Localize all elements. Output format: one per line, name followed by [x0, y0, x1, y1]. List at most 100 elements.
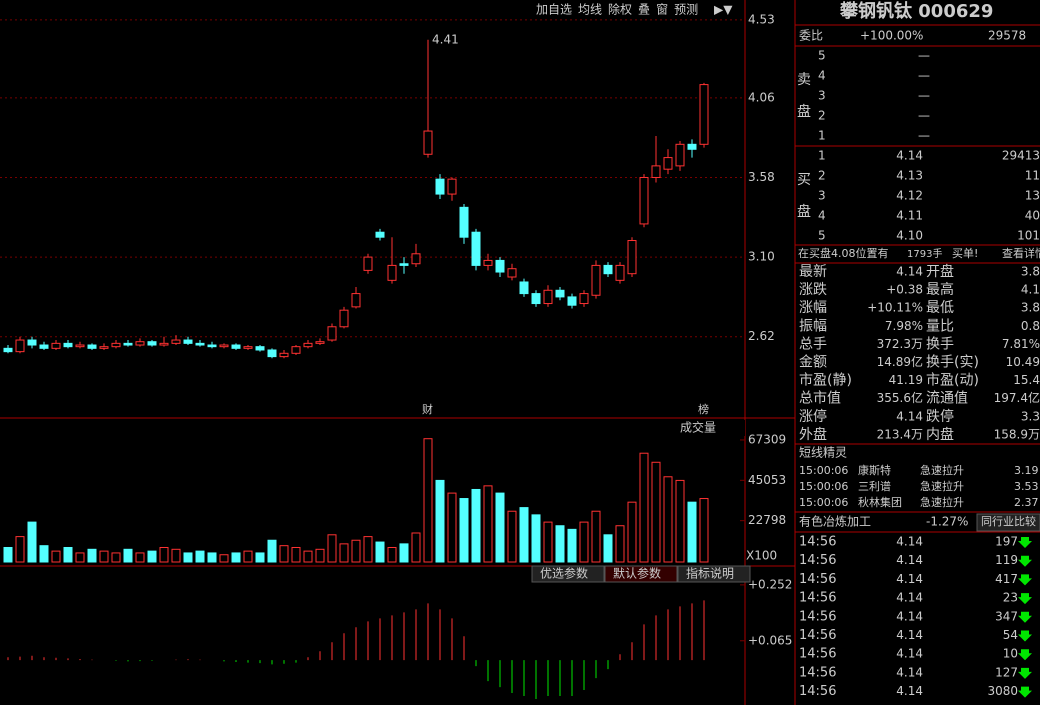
- stat-value: 0.8: [1021, 319, 1040, 333]
- candle-body: [639, 176, 649, 225]
- toolbar-button[interactable]: 预测: [674, 3, 698, 17]
- candle-body: [123, 342, 133, 346]
- stat-label: 总手: [799, 336, 827, 352]
- marker: 榜: [698, 402, 709, 416]
- volume-bar: [231, 552, 241, 563]
- candle-body: [447, 178, 457, 195]
- candle-body: [483, 259, 493, 266]
- volume-bar: [267, 539, 277, 563]
- stat-value: 3.8: [1021, 265, 1040, 279]
- button-bg[interactable]: [976, 513, 1040, 532]
- volume-bar: [435, 479, 445, 563]
- price: 4.12: [896, 189, 923, 203]
- stat-value: 7.98%: [885, 319, 923, 333]
- panel-label-bg: [650, 420, 745, 436]
- menu-arrow[interactable]: ▶▼: [714, 3, 733, 17]
- volume-bar: [411, 532, 421, 563]
- volume-bar: [303, 550, 313, 563]
- candle-body: [159, 342, 169, 346]
- stat-label: 跌停: [926, 408, 954, 425]
- stat-label: 内盘: [926, 426, 954, 443]
- volume-bar: [531, 514, 541, 563]
- price: —: [918, 129, 930, 143]
- volume-bar: [255, 552, 265, 563]
- candle-body: [339, 309, 349, 328]
- volume-bar: [339, 543, 349, 563]
- candle-body: [495, 259, 505, 273]
- candle-body: [531, 293, 541, 305]
- button[interactable]: 指标说明: [686, 566, 734, 581]
- alert-time: 15:00:06: [799, 464, 848, 477]
- stat-value: 213.4万: [877, 427, 923, 441]
- down-arrow: [1018, 537, 1032, 548]
- button[interactable]: 同行业比较: [981, 514, 1036, 528]
- side-label: 买: [797, 172, 811, 188]
- stat-label: 流通值: [926, 391, 968, 407]
- volume-bar: [387, 546, 397, 563]
- toolbar-button[interactable]: 叠: [638, 3, 650, 17]
- tick-time: 14:56: [799, 609, 836, 624]
- toolbar-button[interactable]: 加自选: [536, 3, 572, 17]
- unit-label: X100: [746, 549, 777, 563]
- candle-body: [627, 240, 637, 275]
- value: 29578: [988, 29, 1026, 43]
- toolbar-button[interactable]: 窗: [656, 3, 668, 17]
- down-arrow: [1018, 611, 1032, 623]
- volume-bar: [627, 501, 637, 563]
- alert-stock[interactable]: 秋林集团: [858, 495, 902, 509]
- volume-bar: [183, 552, 193, 563]
- tick-time: 14:56: [799, 665, 836, 680]
- level: 3: [818, 189, 826, 203]
- alert-stock[interactable]: 康斯特: [858, 463, 891, 477]
- volume-bar: [219, 554, 229, 563]
- button-bg[interactable]: [604, 565, 678, 583]
- tick-price: 4.14: [896, 572, 923, 586]
- notice-link[interactable]: 查看详情: [1002, 246, 1040, 260]
- volume-bar: [591, 510, 601, 563]
- stat-value: 10.49: [1006, 355, 1040, 369]
- candle-body: [399, 263, 409, 266]
- tick-time: 14:56: [799, 553, 836, 568]
- candle-body: [663, 157, 673, 170]
- volume: 29413: [1002, 149, 1040, 163]
- price: 4.13: [896, 169, 923, 183]
- tick-price: 4.14: [896, 628, 923, 642]
- button[interactable]: 优选参数: [540, 566, 588, 581]
- candle-body: [579, 293, 589, 305]
- volume-bar: [519, 507, 529, 563]
- toolbar-button[interactable]: 均线: [578, 3, 602, 17]
- volume-bar: [495, 492, 505, 563]
- toolbar-button[interactable]: 除权: [608, 2, 632, 17]
- tick-price: 4.14: [896, 647, 923, 661]
- stat-value: 4.14: [896, 409, 923, 423]
- candle-body: [183, 339, 193, 344]
- button-bg[interactable]: [677, 565, 751, 583]
- stat-value: 4.14: [896, 265, 923, 279]
- stat-label: 市盈(静): [799, 372, 852, 389]
- alert-stock[interactable]: 三利谱: [858, 479, 891, 493]
- volume: 13: [1025, 189, 1040, 203]
- down-arrow: [1018, 667, 1032, 679]
- button[interactable]: 默认参数: [613, 566, 661, 581]
- tick-price: 4.14: [896, 591, 923, 605]
- stat-value: +10.11%: [867, 301, 923, 315]
- tick-volume: 197: [995, 535, 1018, 549]
- stat-label: 换手: [926, 335, 954, 352]
- volume-bar: [147, 550, 157, 563]
- stat-label: 换手(实): [926, 354, 979, 371]
- side-label: 盘: [797, 103, 811, 120]
- y-tick-label: 45053: [748, 473, 786, 487]
- level: 3: [818, 89, 826, 103]
- button-bg[interactable]: [531, 565, 605, 583]
- tick-time: 14:56: [799, 535, 836, 550]
- volume-bar: [195, 550, 205, 563]
- stat-label: 振幅: [799, 318, 827, 334]
- value: +100.00%: [860, 29, 923, 43]
- volume-bar: [171, 548, 181, 563]
- candle-body: [459, 206, 469, 238]
- candle-body: [651, 165, 661, 178]
- down-arrow: [1018, 649, 1032, 661]
- stat-label: 涨跌: [799, 282, 827, 298]
- tick-time: 14:56: [799, 572, 836, 587]
- candle-body: [39, 344, 49, 349]
